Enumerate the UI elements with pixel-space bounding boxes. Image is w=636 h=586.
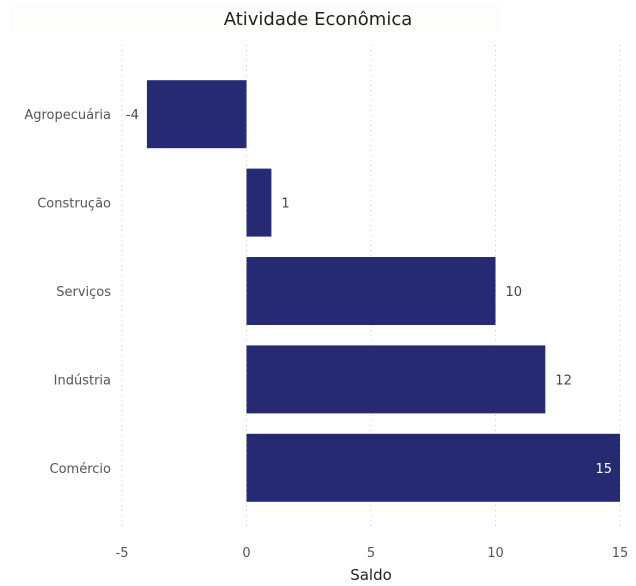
bar (246, 345, 546, 414)
category-label: Comércio (50, 462, 112, 477)
category-label: Serviços (56, 285, 111, 300)
data-label: -4 (126, 108, 139, 123)
bar (246, 433, 620, 502)
chart-title: Atividade Econômica (223, 9, 413, 30)
category-label: Agropecuária (24, 108, 111, 123)
category-label: Indústria (54, 373, 111, 388)
bar (246, 168, 272, 237)
x-tick-label: 0 (242, 546, 250, 561)
data-label: 15 (595, 462, 612, 477)
title-band (10, 4, 500, 32)
data-label: 1 (281, 197, 289, 212)
x-axis-label: Saldo (350, 566, 392, 584)
x-tick-label: 5 (367, 546, 375, 561)
x-tick-label: 10 (487, 546, 504, 561)
bar (246, 257, 496, 325)
x-tick-label: -5 (116, 546, 129, 561)
data-label: 12 (555, 373, 572, 388)
bar (146, 80, 247, 149)
data-label: 10 (506, 285, 523, 300)
x-tick-label: 15 (612, 546, 629, 561)
category-label: Construção (37, 197, 111, 212)
